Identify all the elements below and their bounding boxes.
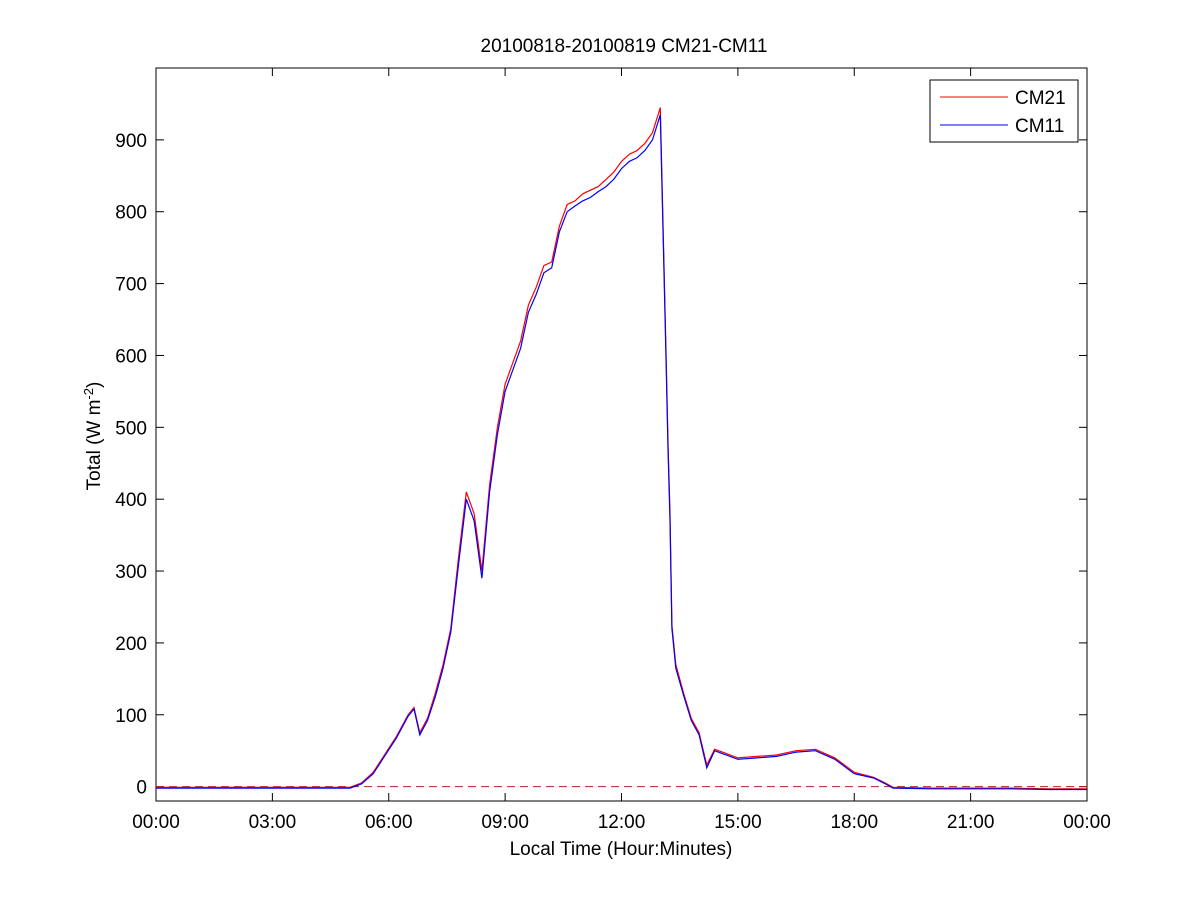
legend-label-cm11: CM11: [1015, 116, 1064, 137]
x-tick-label: 09:00: [481, 812, 529, 833]
y-tick-label: 800: [115, 203, 147, 224]
x-tick-label: 12:00: [598, 812, 646, 833]
x-tick-label: 21:00: [947, 812, 995, 833]
y-tick-label: 200: [115, 634, 147, 655]
y-tick-label: 0: [136, 778, 147, 799]
x-axis-title: Local Time (Hour:Minutes): [510, 839, 733, 860]
y-axis-title-close: ): [84, 382, 105, 388]
legend-box: [929, 79, 1079, 143]
y-axis-title: Total (W m-2): [81, 382, 105, 491]
y-tick-label: 100: [115, 706, 147, 727]
x-tick-label: 03:00: [249, 812, 297, 833]
x-tick-label: 00:00: [1063, 812, 1111, 833]
y-tick-label: 600: [115, 346, 147, 367]
y-tick-label: 400: [115, 490, 147, 511]
x-tick-label: 06:00: [365, 812, 413, 833]
x-tick-label: 00:00: [132, 812, 180, 833]
legend-label-cm21: CM21: [1015, 88, 1066, 109]
chart-title: 20100818-20100819 CM21-CM11: [481, 36, 768, 57]
y-tick-label: 500: [115, 418, 147, 439]
y-axis-title-sup: -2: [81, 388, 96, 400]
y-tick-label: 700: [115, 275, 147, 296]
plot-frame: [155, 67, 1088, 802]
series-line-cm11: [156, 114, 1087, 791]
legend: CM21 CM11: [929, 79, 1079, 143]
x-tick-label: 18:00: [830, 812, 878, 833]
plot-area: 00:00 03:00 06:00 09:00 12:00 15:00 18:00 21:00…: [115, 67, 1111, 833]
y-tick-label: 300: [115, 562, 147, 583]
x-tick-label: 15:00: [714, 812, 762, 833]
y-tick-label: 900: [115, 131, 147, 152]
y-axis-title-main: Total (W m: [84, 400, 105, 491]
